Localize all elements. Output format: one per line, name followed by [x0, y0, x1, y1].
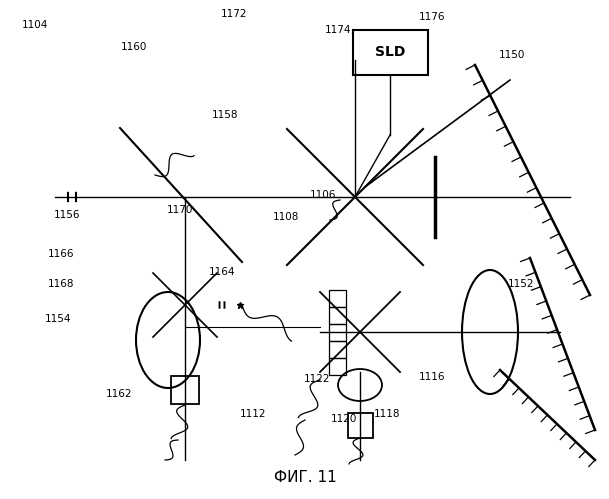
Text: 1174: 1174 — [325, 25, 351, 35]
Text: 1152: 1152 — [507, 279, 534, 289]
Bar — [328, 306, 345, 323]
Text: 1160: 1160 — [121, 42, 147, 52]
Bar — [348, 413, 373, 438]
Text: 1150: 1150 — [498, 50, 525, 60]
Text: 1122: 1122 — [303, 374, 330, 384]
Text: 1106: 1106 — [309, 190, 336, 200]
Bar — [328, 289, 345, 306]
Text: 1168: 1168 — [48, 279, 74, 289]
Bar — [328, 357, 345, 375]
Text: 1172: 1172 — [221, 9, 248, 19]
Text: 1118: 1118 — [373, 409, 400, 419]
Bar — [353, 29, 428, 74]
Bar — [328, 340, 345, 357]
Text: 1170: 1170 — [166, 205, 193, 215]
Text: 1120: 1120 — [331, 414, 357, 424]
Text: 1176: 1176 — [419, 12, 446, 22]
Text: 1164: 1164 — [209, 267, 236, 277]
Text: SLD: SLD — [375, 45, 405, 59]
Bar — [328, 323, 345, 340]
Text: 1156: 1156 — [54, 210, 80, 220]
Text: 1112: 1112 — [239, 409, 266, 419]
Text: 1158: 1158 — [212, 110, 239, 120]
Text: 1166: 1166 — [48, 250, 74, 259]
Text: 1162: 1162 — [105, 389, 132, 399]
Bar — [171, 376, 199, 404]
Text: ФИГ. 11: ФИГ. 11 — [273, 471, 336, 486]
Text: 1154: 1154 — [44, 314, 71, 324]
Text: 1116: 1116 — [419, 372, 446, 382]
Text: 1108: 1108 — [273, 212, 300, 222]
Text: 1104: 1104 — [22, 20, 49, 30]
